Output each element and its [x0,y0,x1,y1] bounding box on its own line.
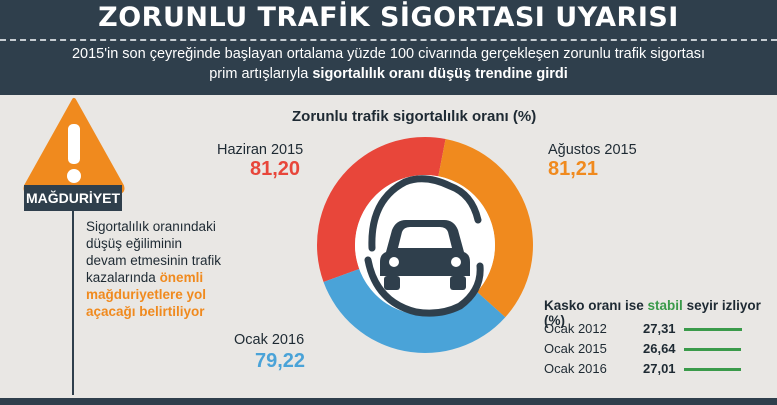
kasko-title-plain: Kasko oranı ise [544,298,648,313]
kasko-bar [684,368,741,371]
car-icon [380,220,470,290]
donut-segment-1 [438,138,533,318]
donut-value-label: 81,21 [548,158,599,180]
kasko-value-label: 27,31 [643,321,676,336]
header-banner: ZORUNLU TRAFİK SİGORTASI UYARISI 2015'in… [0,0,777,95]
subtitle-line-2: prim artışlarıyla sigortalılık oranı düş… [0,66,777,82]
divider [0,39,777,41]
kasko-bar [684,328,742,331]
warning-icon [23,98,125,194]
donut-segment-0 [317,137,446,282]
kasko-category-label: Ocak 2015 [544,341,607,356]
kasko-title-rest: seyir izliyor (%) [544,298,761,328]
footer-bar [0,398,777,405]
subtitle-plain: prim artışlarıyla [209,66,313,82]
kasko-category-label: Ocak 2016 [544,361,607,376]
donut-chart [317,137,533,353]
donut-category-label: Haziran 2015 [217,142,304,158]
vertical-divider [72,205,74,395]
subtitle-bold: sigortalılık oranı düşüş trendine girdi [312,66,568,82]
page-title: ZORUNLU TRAFİK SİGORTASI UYARISI [98,2,679,33]
donut-value-label: 81,20 [250,158,301,180]
kasko-value-label: 26,64 [643,341,676,356]
warning-description: Sigortalılık oranındaki düşüş eğiliminin… [86,218,226,320]
warning-text: Sigortalılık oranındaki düşüş eğiliminin… [86,219,222,285]
donut-category-label: Ağustos 2015 [548,142,637,158]
hand-top-icon [368,175,482,252]
subtitle-line-1: 2015'in son çeyreğinde başlayan ortalama… [71,46,706,62]
warning-highlight: önemli mağduriyetlere yol açacağı belirt… [86,270,207,319]
kasko-title: Kasko oranı ise stabil seyir izliyor (%) [544,298,777,328]
donut-segment-2 [323,268,506,353]
kasko-bar [684,348,741,351]
kasko-value-label: 27,01 [643,361,676,376]
donut-value-label: 79,22 [255,350,306,372]
kasko-category-label: Ocak 2012 [544,321,607,336]
hand-bottom-icon [364,256,484,317]
chart-title: Zorunlu trafik sigortalılık oranı (%) [292,108,537,125]
kasko-title-green: stabil [647,298,683,313]
donut-category-label: Ocak 2016 [234,332,305,348]
